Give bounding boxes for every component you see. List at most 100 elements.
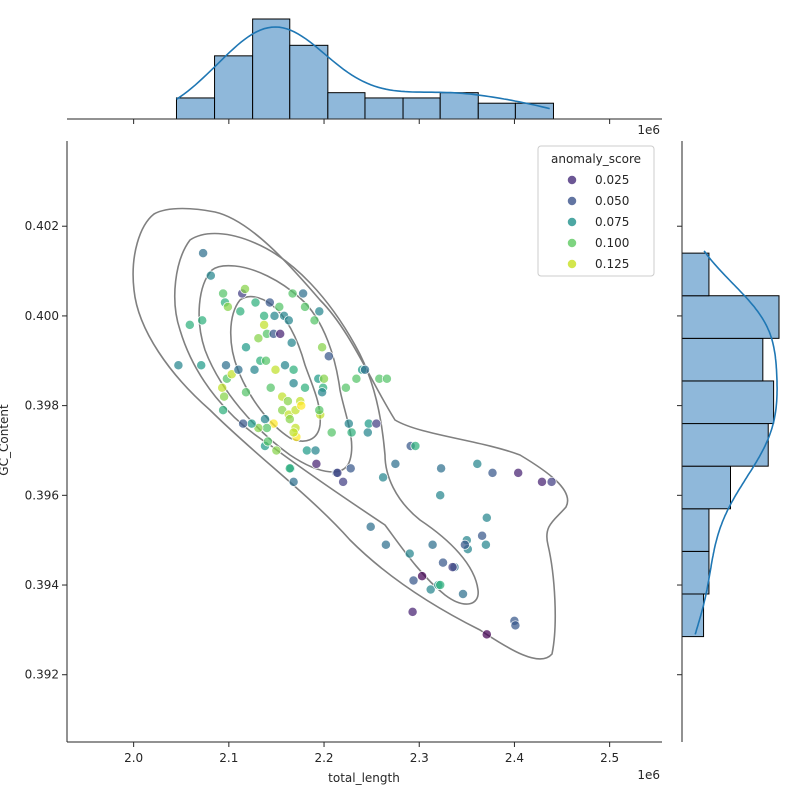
right-hist-bar bbox=[681, 465, 731, 510]
legend-marker bbox=[567, 259, 577, 269]
x-tick-label: 2.1 bbox=[219, 751, 238, 765]
scatter-point bbox=[205, 270, 216, 281]
top-marginal-histogram bbox=[67, 18, 662, 124]
scatter-point bbox=[314, 405, 325, 416]
scatter-point bbox=[351, 373, 362, 384]
axes-frame bbox=[66, 141, 662, 743]
scatter-point bbox=[407, 606, 418, 617]
x-offset-label-bottom: 1e6 bbox=[637, 768, 660, 782]
scatter-point bbox=[345, 463, 356, 474]
scatter-point bbox=[222, 301, 233, 312]
main-scatter-plot bbox=[132, 207, 569, 660]
scatter-point bbox=[390, 458, 401, 469]
scatter-point bbox=[271, 445, 282, 456]
scatter-point bbox=[343, 418, 354, 429]
scatter-point bbox=[197, 315, 208, 326]
scatter-point bbox=[410, 441, 421, 451]
scatter-point bbox=[288, 378, 299, 389]
top-hist-bar bbox=[289, 44, 329, 120]
right-hist-bar bbox=[681, 423, 769, 467]
scatter-point bbox=[438, 557, 448, 568]
legend-marker bbox=[567, 238, 577, 248]
scatter-point bbox=[198, 248, 209, 259]
scatter-point bbox=[487, 467, 498, 478]
scatter-point bbox=[317, 387, 328, 398]
scatter-point bbox=[259, 310, 270, 321]
scatter-point bbox=[274, 301, 285, 312]
y-tick-label: 0.400 bbox=[25, 309, 59, 323]
scatter-point bbox=[240, 284, 250, 294]
scatter-point bbox=[250, 297, 261, 308]
x-tick-label: 2.4 bbox=[505, 751, 524, 765]
scatter-point bbox=[317, 342, 328, 353]
scatter-point bbox=[298, 288, 309, 299]
scatter-point bbox=[217, 382, 228, 393]
legend-marker bbox=[567, 217, 577, 227]
scatter-point bbox=[253, 333, 264, 344]
scatter-point bbox=[264, 297, 275, 308]
top-hist-bar bbox=[439, 92, 479, 120]
scatter-point bbox=[219, 391, 230, 402]
scatter-point bbox=[241, 387, 251, 398]
right-kde-curve bbox=[694, 250, 778, 635]
scatter-point bbox=[425, 584, 436, 595]
scatter-point bbox=[196, 360, 207, 371]
scatter-point bbox=[477, 530, 488, 541]
scatter-point bbox=[309, 315, 320, 326]
scatter-point bbox=[238, 418, 249, 429]
scatter-point bbox=[481, 629, 492, 640]
legend-entry-label: 0.050 bbox=[595, 194, 629, 208]
scatter-point bbox=[259, 319, 270, 330]
scatter-point bbox=[319, 373, 329, 384]
scatter-points bbox=[173, 248, 557, 640]
x-axis-label: total_length bbox=[328, 771, 400, 785]
x-tick-label: 2.0 bbox=[124, 751, 143, 765]
scatter-point bbox=[280, 360, 290, 371]
y-tick-label: 0.396 bbox=[25, 488, 59, 502]
scatter-point bbox=[265, 382, 276, 393]
scatter-point bbox=[435, 490, 446, 501]
scatter-point bbox=[288, 476, 299, 487]
right-marginal-histogram bbox=[677, 141, 780, 742]
scatter-point bbox=[218, 288, 229, 299]
scatter-point bbox=[332, 467, 343, 478]
top-hist-bar bbox=[327, 92, 366, 120]
kde-contour-level-3 bbox=[198, 264, 353, 473]
legend-entry-label: 0.075 bbox=[595, 215, 629, 229]
x-tick-label: 2.5 bbox=[600, 751, 619, 765]
scatter-point bbox=[472, 458, 483, 469]
scatter-point bbox=[314, 306, 325, 317]
scatter-point bbox=[184, 319, 195, 330]
scatter-point bbox=[269, 310, 280, 321]
scatter-point bbox=[288, 364, 299, 375]
scatter-point bbox=[435, 580, 446, 590]
scatter-point bbox=[458, 589, 468, 599]
top-hist-bar bbox=[175, 97, 216, 120]
scatter-point bbox=[427, 539, 438, 550]
x-offset-label-top: 1e6 bbox=[637, 123, 660, 137]
scatter-point bbox=[346, 427, 357, 438]
scatter-point bbox=[301, 445, 312, 456]
scatter-point bbox=[246, 418, 257, 429]
scatter-point bbox=[381, 373, 392, 384]
right-hist-bar bbox=[681, 550, 710, 595]
scatter-point bbox=[481, 512, 492, 523]
legend-box bbox=[537, 145, 655, 277]
scatter-point bbox=[546, 476, 557, 487]
scatter-point bbox=[311, 458, 322, 469]
scatter-point bbox=[241, 342, 251, 353]
scatter-point bbox=[371, 418, 382, 429]
scatter-point bbox=[249, 364, 260, 375]
scatter-point bbox=[173, 360, 184, 371]
kde-contour-level-1 bbox=[132, 207, 569, 660]
scatter-point bbox=[338, 476, 349, 487]
top-hist-bar bbox=[364, 97, 404, 120]
legend-entry-label: 0.100 bbox=[595, 236, 629, 250]
top-hist-bar bbox=[402, 97, 441, 120]
y-axis-label: GC_Content bbox=[0, 404, 11, 476]
scatter-point bbox=[300, 382, 310, 393]
scatter-point bbox=[404, 548, 415, 559]
scatter-point bbox=[480, 539, 491, 550]
y-tick-label: 0.398 bbox=[25, 399, 59, 413]
scatter-point bbox=[378, 472, 389, 483]
